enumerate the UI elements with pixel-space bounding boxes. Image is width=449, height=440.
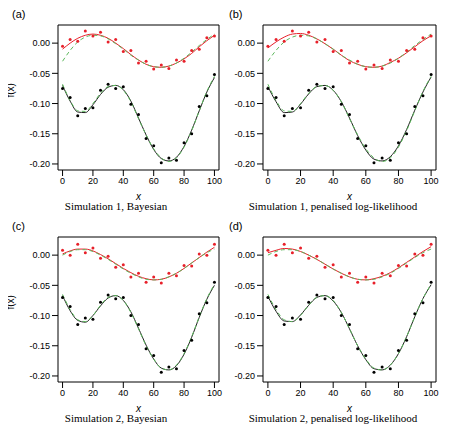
svg-text:100: 100 bbox=[424, 176, 439, 186]
svg-text:20: 20 bbox=[296, 176, 306, 186]
html-text:Simulation 1, penalised log-li: Simulation 1, penalised log-likelihood bbox=[248, 200, 418, 212]
html-text:(a): (a) bbox=[12, 8, 26, 20]
svg-text:-0.15: -0.15 bbox=[29, 341, 50, 351]
svg-text:60: 60 bbox=[361, 388, 371, 398]
svg-text:-0.20: -0.20 bbox=[234, 371, 255, 381]
svg-text:-0.15: -0.15 bbox=[29, 129, 50, 139]
svg-text:80: 80 bbox=[179, 176, 189, 186]
svg-text:f(x): f(x) bbox=[8, 83, 16, 97]
svg-text:0: 0 bbox=[60, 176, 65, 186]
svg-text:-0.10: -0.10 bbox=[234, 311, 255, 321]
svg-text:100: 100 bbox=[207, 176, 222, 186]
svg-text:0.00: 0.00 bbox=[32, 38, 50, 48]
svg-text:0.00: 0.00 bbox=[237, 38, 255, 48]
svg-text:60: 60 bbox=[149, 176, 159, 186]
svg-text:-0.20: -0.20 bbox=[29, 371, 50, 381]
svg-text:-0.20: -0.20 bbox=[234, 159, 255, 169]
svg-text:0: 0 bbox=[265, 176, 270, 186]
svg-text:60: 60 bbox=[149, 388, 159, 398]
svg-text:0: 0 bbox=[60, 388, 65, 398]
svg-text:x: x bbox=[135, 403, 142, 412]
svg-text:40: 40 bbox=[118, 176, 128, 186]
svg-text:-0.10: -0.10 bbox=[29, 311, 50, 321]
svg-text:x: x bbox=[346, 403, 353, 412]
svg-text:f(x): f(x) bbox=[8, 295, 16, 309]
svg-text:-0.05: -0.05 bbox=[234, 69, 255, 79]
html-text:(b): (b) bbox=[229, 8, 243, 20]
svg-text:-0.05: -0.05 bbox=[29, 281, 50, 291]
svg-text:40: 40 bbox=[328, 176, 338, 186]
svg-text:x: x bbox=[346, 191, 353, 200]
svg-text:-0.05: -0.05 bbox=[234, 281, 255, 291]
svg-text:-0.20: -0.20 bbox=[29, 159, 50, 169]
svg-text:-0.05: -0.05 bbox=[29, 69, 50, 79]
html-text:Simulation 2, penalised log-li: Simulation 2, penalised log-likelihood bbox=[248, 412, 418, 424]
svg-text:40: 40 bbox=[118, 388, 128, 398]
svg-text:40: 40 bbox=[328, 388, 338, 398]
svg-text:0.00: 0.00 bbox=[32, 250, 50, 260]
svg-text:100: 100 bbox=[424, 388, 439, 398]
svg-text:0: 0 bbox=[265, 388, 270, 398]
svg-text:80: 80 bbox=[393, 176, 403, 186]
svg-text:-0.10: -0.10 bbox=[29, 99, 50, 109]
svg-text:20: 20 bbox=[296, 388, 306, 398]
svg-text:-0.10: -0.10 bbox=[234, 99, 255, 109]
html-text:Simulation 2, Bayesian: Simulation 2, Bayesian bbox=[64, 412, 168, 424]
html-text:(d): (d) bbox=[229, 220, 243, 232]
svg-text:80: 80 bbox=[393, 388, 403, 398]
svg-text:20: 20 bbox=[88, 388, 98, 398]
svg-text:x: x bbox=[135, 191, 142, 200]
svg-text:60: 60 bbox=[361, 176, 371, 186]
html-text:(c): (c) bbox=[12, 220, 25, 232]
svg-text:-0.15: -0.15 bbox=[234, 129, 255, 139]
svg-text:20: 20 bbox=[88, 176, 98, 186]
svg-text:0.00: 0.00 bbox=[237, 250, 255, 260]
svg-text:-0.15: -0.15 bbox=[234, 341, 255, 351]
html-text:Simulation 1, Bayesian: Simulation 1, Bayesian bbox=[64, 200, 168, 212]
svg-text:80: 80 bbox=[179, 388, 189, 398]
svg-text:100: 100 bbox=[207, 388, 222, 398]
